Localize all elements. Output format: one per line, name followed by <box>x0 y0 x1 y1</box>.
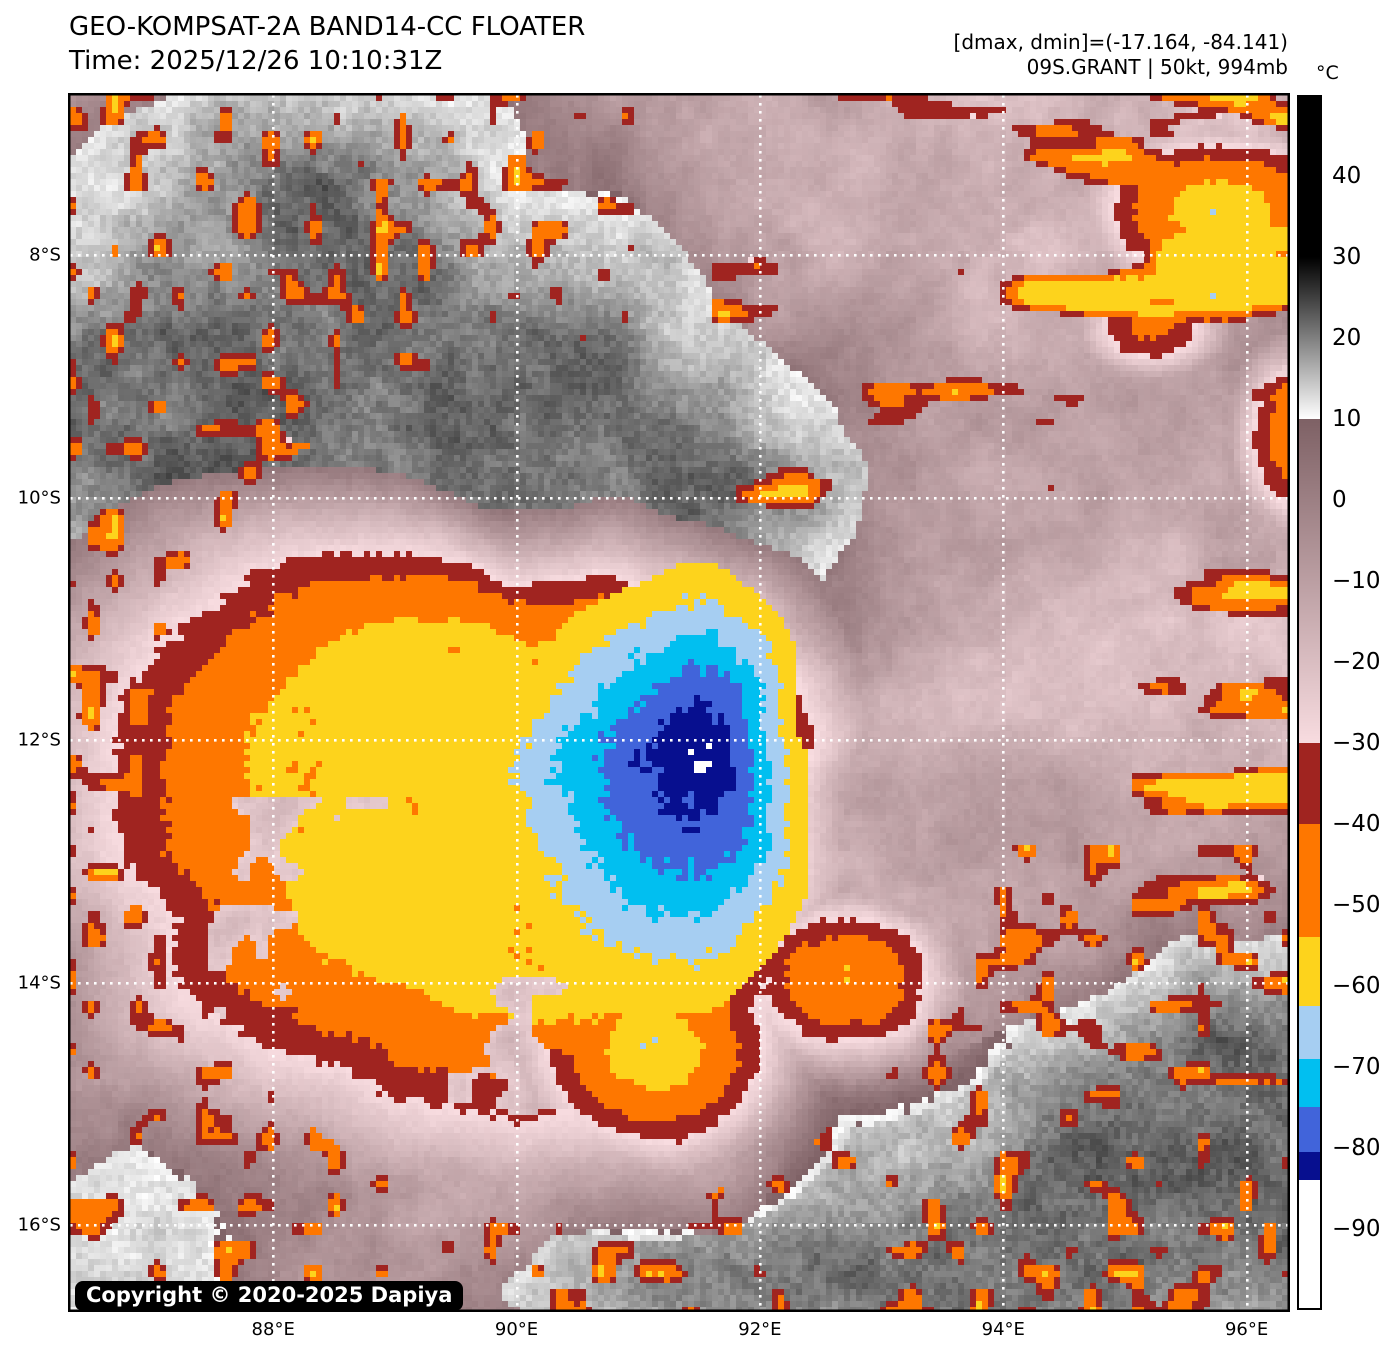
lat-tick-label: 16°S <box>17 1214 61 1236</box>
colorbar-tick-label: −20 <box>1332 649 1381 675</box>
colorbar-tick-label: −30 <box>1332 730 1381 756</box>
colorbar-tick-label: −10 <box>1332 568 1381 594</box>
colorbar-tick-label: −90 <box>1332 1216 1381 1242</box>
colorbar-tick-label: −70 <box>1332 1054 1381 1080</box>
figure-info-block: [dmax, dmin]=(-17.164, -84.141) 09S.GRAN… <box>954 30 1288 80</box>
colorbar-tick-label: 40 <box>1332 163 1362 189</box>
figure-title-block: GEO-KOMPSAT-2A BAND14-CC FLOATER Time: 2… <box>69 10 585 78</box>
colorbar-tick-label: −40 <box>1332 811 1381 837</box>
figure-time: Time: 2025/12/26 10:10:31Z <box>69 46 443 76</box>
colorbar-tick-label: −80 <box>1332 1135 1381 1161</box>
figure-title: GEO-KOMPSAT-2A BAND14-CC FLOATER <box>69 12 586 42</box>
storm-info: 09S.GRANT | 50kt, 994mb <box>1026 55 1288 79</box>
colorbar-tick-label: 30 <box>1332 244 1362 270</box>
colorbar-tick-label: 0 <box>1332 487 1347 513</box>
colorbar-tick-label: 20 <box>1332 325 1362 351</box>
lon-tick-label: 92°E <box>738 1319 782 1340</box>
lat-tick-label: 8°S <box>29 244 61 266</box>
lon-tick-label: 96°E <box>1224 1319 1269 1340</box>
colorbar <box>1297 95 1322 1310</box>
lon-tick-label: 94°E <box>981 1319 1025 1340</box>
copyright-badge: Copyright © 2020-2025 Dapiya <box>75 1281 464 1311</box>
satellite-map-image <box>68 93 1290 1312</box>
colorbar-tick-label: −50 <box>1332 892 1381 918</box>
lat-tick-label: 12°S <box>17 729 61 751</box>
lon-tick-label: 88°E <box>251 1319 295 1340</box>
lon-tick-label: 90°E <box>494 1319 539 1340</box>
lat-tick-label: 10°S <box>17 487 61 509</box>
colorbar-tick-label: −60 <box>1332 973 1381 999</box>
range-info: [dmax, dmin]=(-17.164, -84.141) <box>953 30 1288 54</box>
colorbar-unit-label: °C <box>1316 62 1339 84</box>
colorbar-tick-label: 10 <box>1332 406 1362 432</box>
lat-tick-label: 14°S <box>17 972 61 994</box>
